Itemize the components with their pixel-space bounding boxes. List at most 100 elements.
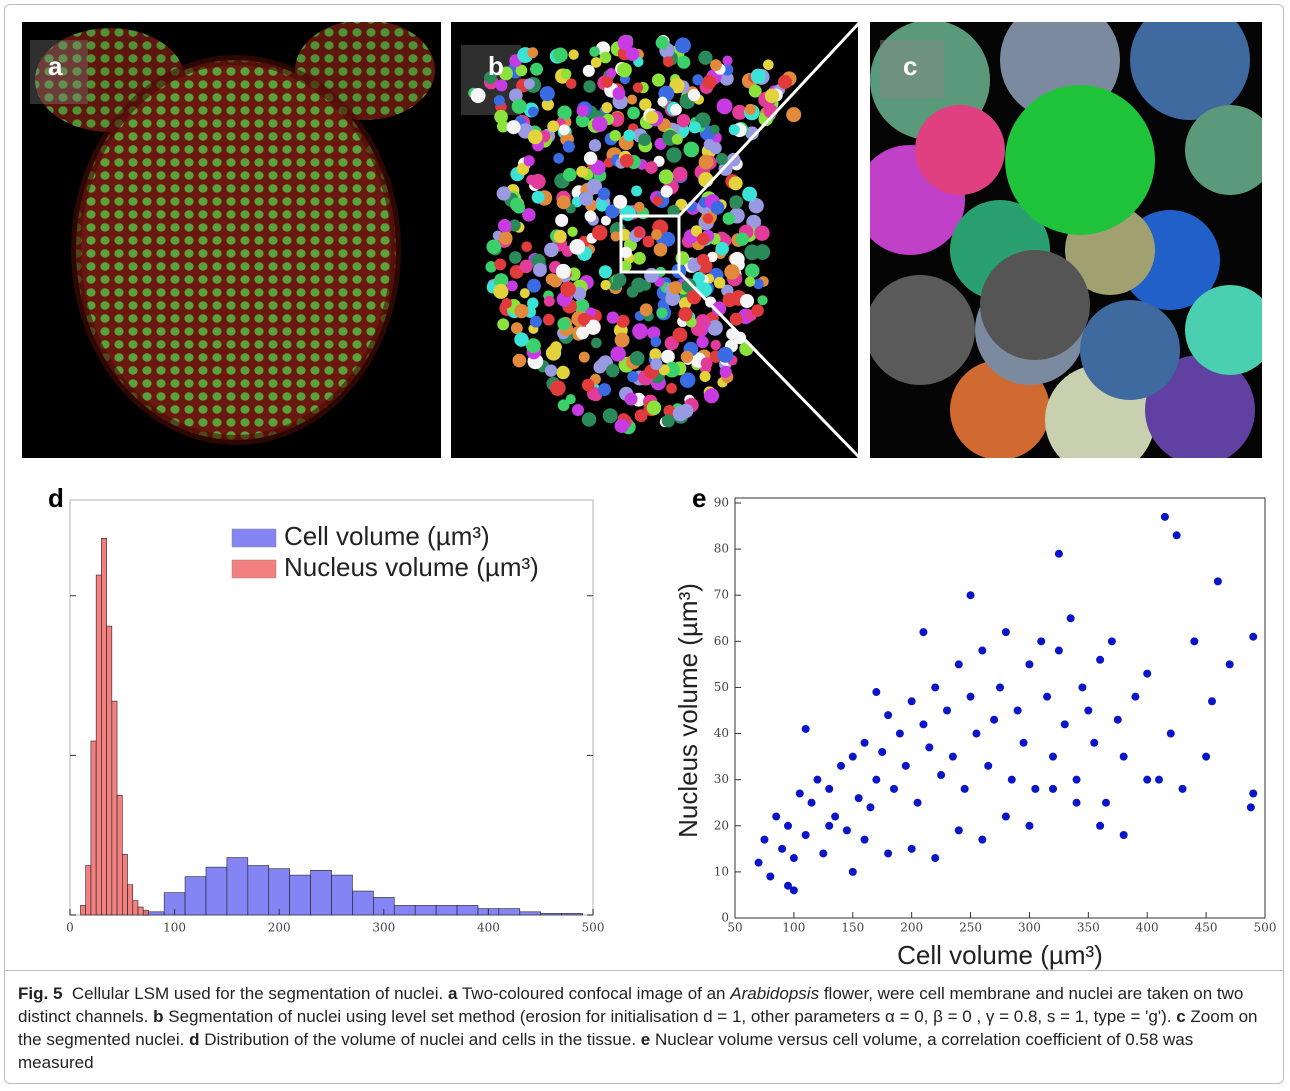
scatter-point [778,844,787,853]
panel-label: e [692,483,706,513]
nucleus-blob [555,213,569,227]
nucleus-blob [495,79,508,92]
nucleus-blob [663,404,676,417]
nucleus-blob [651,229,662,240]
y-tick-label: 30 [714,772,729,786]
scatter-point [943,706,951,715]
x-tick-label: 400 [477,921,500,935]
nucleus-blob [606,311,619,324]
histogram-bar [137,906,144,916]
panel-label: a [48,51,63,81]
nucleus-blob [632,323,648,340]
nucleus-blob [739,293,755,309]
scatter-point [1049,784,1057,793]
nucleus-blob [692,74,704,86]
scatter-point [1096,655,1105,664]
item-label: c [1176,1007,1186,1026]
nucleus-blob [591,224,608,241]
nucleus-blob [568,49,579,60]
scatter-point [848,867,857,876]
nucleus-blob [521,241,533,252]
caption: Fig. 5 Cellular LSM used for the segment… [0,972,1270,1074]
scatter-point [1037,637,1046,646]
histogram-bar [498,908,521,916]
scatter-point [813,775,822,784]
nucleus-blob [661,349,675,364]
nucleus-blob [647,326,661,340]
histogram-bar [90,740,97,916]
x-tick-label: 150 [841,921,864,935]
histogram-bar [142,909,149,916]
nucleus-blob [677,55,691,69]
histogram-bar [205,866,228,916]
scatter-point [925,743,934,752]
nucleus-blob [484,71,497,84]
nucleus-blob [601,102,613,114]
nucleus-blob [584,210,597,223]
x-tick-label: 0 [66,921,74,935]
zoom-line [677,270,862,460]
cell-blob [1005,85,1155,235]
nucleus-blob [753,278,764,290]
histogram-bar [289,874,311,916]
nucleus-blob [698,154,714,170]
scatter-point [801,831,810,839]
scatter-point [825,821,834,830]
nucleus-blob [633,251,646,265]
nucleus-blob [625,47,640,61]
scatter-point [948,752,957,761]
panel-label: b [488,51,504,81]
y-tick-label: 80 [714,542,729,556]
nucleus-blob [522,208,536,222]
legend-swatch [231,528,277,548]
nucleus-blob [598,265,613,279]
nucleus-blob [688,121,701,134]
nucleus-blob [786,107,802,123]
nucleus-blob [585,319,601,335]
nucleus-blob [627,371,639,383]
nucleus-blob [707,251,718,263]
nucleus-blob [612,273,627,287]
nucleus-blob [614,332,630,348]
nucleus-blob [718,161,733,176]
cell-blob [1080,300,1180,400]
histogram-bar [132,900,139,916]
nucleus-blob [509,88,523,103]
nucleus-blob [724,264,740,280]
cell-blob [1130,22,1250,120]
scatter-point [1025,821,1034,830]
scatter-point [1043,692,1052,701]
scatter-point [1166,729,1175,738]
nucleus-blob [519,259,533,274]
nucleus-blob [514,332,529,347]
nucleus-blob [697,253,710,267]
histogram-bar [352,890,374,916]
nucleus-blob [548,274,563,288]
nucleus-blob [494,258,507,271]
nucleus-blob [497,318,510,331]
nucleus-blob [591,116,608,132]
scatter-point [913,798,922,807]
nucleus-blob [639,98,652,111]
x-tick-label: 200 [268,921,291,935]
nucleus-blob [710,339,721,351]
x-tick-label: 300 [1018,921,1041,935]
scatter-point [1007,775,1016,784]
nucleus-blob [600,279,611,291]
nucleus-blob [605,204,620,219]
scatter-point [1213,577,1222,586]
nucleus-blob [609,129,621,142]
x-tick-label: 350 [1077,921,1100,935]
scatter-point [784,881,792,890]
nucleus-blob [508,219,521,232]
histogram-bar [268,868,290,916]
label-box [880,40,944,98]
histogram-bar [127,884,134,916]
nucleus-blob [574,298,590,314]
nucleus-blob [715,153,728,165]
nucleus-blob [596,199,608,212]
nucleus-blob [657,96,668,107]
x-tick-label: 400 [1136,921,1159,935]
nucleus-blob [498,231,513,245]
x-tick-label: 450 [1195,921,1218,935]
